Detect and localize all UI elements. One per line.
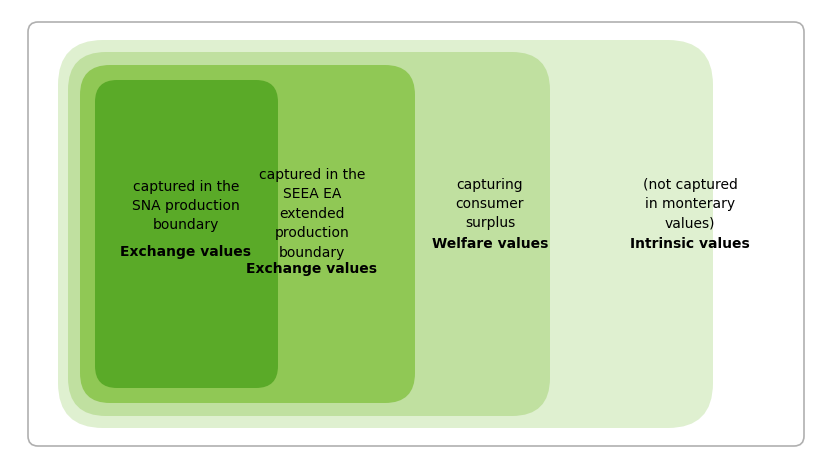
- FancyBboxPatch shape: [58, 40, 713, 428]
- Text: Exchange values: Exchange values: [121, 245, 251, 259]
- FancyBboxPatch shape: [68, 52, 550, 416]
- Text: Exchange values: Exchange values: [246, 262, 378, 276]
- Text: captured in the
SEEA EA
extended
production
boundary: captured in the SEEA EA extended product…: [259, 168, 365, 260]
- FancyBboxPatch shape: [80, 65, 415, 403]
- Text: captured in the
SNA production
boundary: captured in the SNA production boundary: [132, 180, 240, 233]
- Text: capturing
consumer
surplus: capturing consumer surplus: [456, 177, 524, 231]
- Text: Intrinsic values: Intrinsic values: [630, 237, 750, 251]
- Text: (not captured
in monterary
values): (not captured in monterary values): [642, 177, 737, 231]
- FancyBboxPatch shape: [95, 80, 278, 388]
- Text: Welfare values: Welfare values: [432, 237, 548, 251]
- FancyBboxPatch shape: [28, 22, 804, 446]
